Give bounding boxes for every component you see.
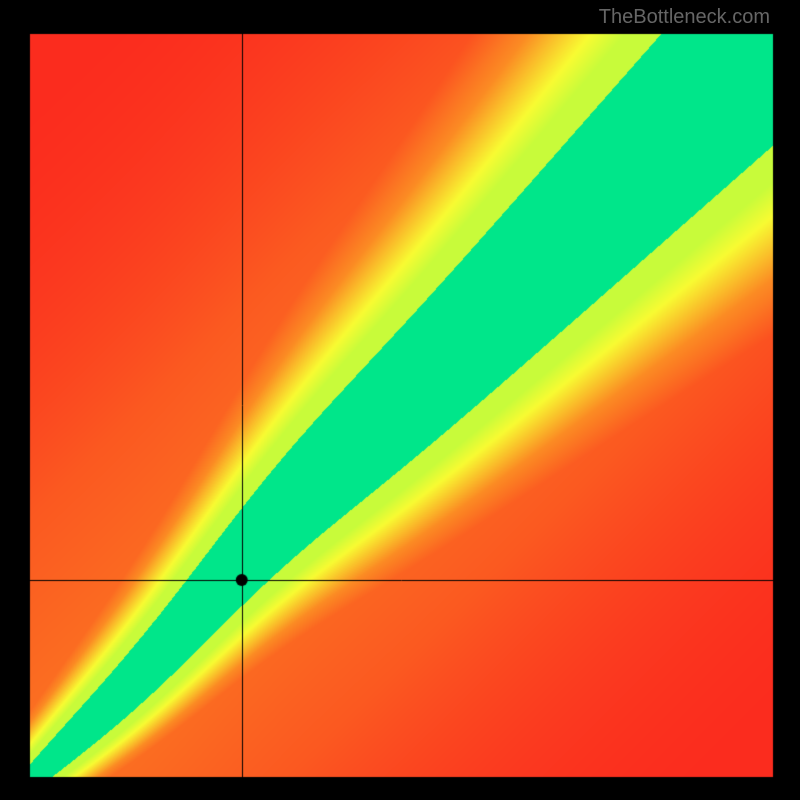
watermark-text: TheBottleneck.com — [599, 6, 770, 29]
chart-container: TheBottleneck.com — [0, 0, 800, 800]
bottleneck-heatmap — [0, 0, 800, 800]
